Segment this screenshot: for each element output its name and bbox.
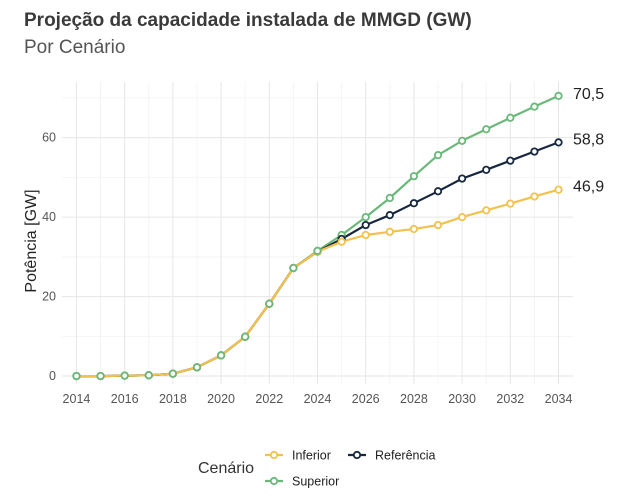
data-point [385,193,394,203]
y-tick-label: 40 [42,210,56,224]
data-point [530,102,539,111]
data-point [361,213,370,222]
end-label: 58,8 [573,131,604,148]
data-point [530,147,539,156]
data-point [313,246,322,255]
data-point [506,199,515,208]
x-tick-label: 2016 [111,392,139,406]
x-tick-label: 2020 [207,392,235,406]
x-tick-label: 2022 [255,392,283,406]
data-point [554,138,563,147]
data-point [506,113,515,122]
y-axis-label: Potência [GW] [23,189,40,292]
y-tick-label: 0 [49,369,56,383]
data-point [72,371,81,381]
data-point [433,151,443,160]
legend-item-label: Referência [375,449,435,463]
data-point [385,211,394,220]
data-point [409,172,419,181]
chart-title: Projeção da capacidade instalada de MMGD… [24,10,472,31]
data-point [192,363,202,372]
x-tick-label: 2018 [159,392,187,406]
data-point [458,213,467,222]
data-point [482,206,491,215]
legend-title: Cenário [198,460,254,477]
data-point [409,199,419,208]
legend-key-point [269,450,279,460]
data-point [168,369,177,378]
data-point [337,237,346,246]
data-point [144,371,153,380]
x-tick-label: 2030 [448,392,476,406]
data-point [458,136,467,145]
data-point [361,220,370,230]
x-tick-label: 2026 [352,392,380,406]
x-tick-label: 2028 [400,392,428,406]
data-point [554,185,563,194]
x-tick-label: 2032 [496,392,524,406]
legend-key-point [269,476,279,486]
x-tick-label: 2034 [545,392,573,406]
data-point [433,187,443,196]
x-tick-label: 2024 [304,392,332,406]
series-points [72,91,563,381]
data-point [385,227,394,236]
data-point [458,174,467,183]
legend: Cenário Inferior Referência Superior [198,449,435,489]
legend-key-point [352,450,362,460]
y-tick-label: 60 [42,131,56,145]
grid [62,82,573,384]
axes: 0 20 40 60 2014 2016 2018 2020 2022 2024 2026 2028 2… [23,131,572,406]
data-point [96,371,105,381]
end-label: 46,9 [573,179,604,196]
data-point [409,224,419,234]
data-point [433,220,443,230]
data-point [216,351,226,360]
data-point [482,125,491,134]
data-point [120,371,129,380]
data-point [361,230,370,240]
data-point [482,165,491,174]
end-label: 70,5 [573,86,604,103]
data-point [554,91,563,101]
x-tick-label: 2014 [63,392,91,406]
end-labels: 70,5 58,8 46,9 [573,86,604,196]
data-point [241,332,250,341]
legend-item-label: Inferior [292,449,331,463]
y-tick-label: 20 [42,290,56,304]
legend-item-label: Superior [292,475,339,489]
data-point [265,299,274,308]
chart-subtitle: Por Cenário [24,37,126,58]
data-point [530,192,539,201]
data-point [289,263,298,273]
data-point [506,156,515,165]
